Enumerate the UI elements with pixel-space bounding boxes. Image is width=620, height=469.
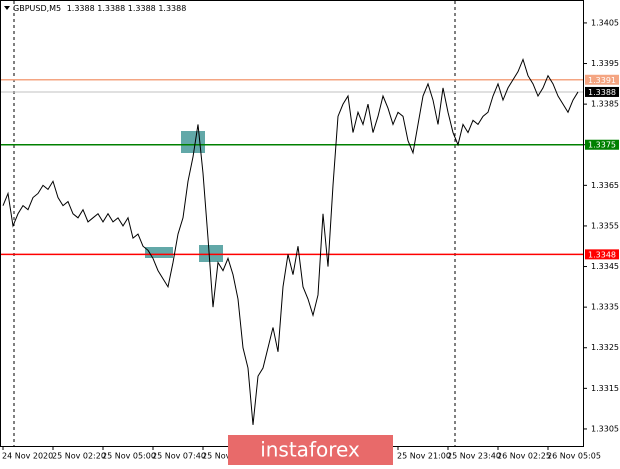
y-tick-label: 1.3385	[591, 100, 619, 109]
ohlc-value: 1.3388	[128, 4, 156, 13]
level-label-box	[585, 249, 619, 260]
y-tick-label: 1.3305	[591, 424, 619, 433]
x-tick-label: 25 Nov 05:00	[102, 452, 156, 461]
ohlc-value: 1.3388	[67, 4, 95, 13]
header-arrow	[4, 6, 10, 10]
y-tick-label: 1.3355	[591, 221, 619, 230]
level-label: 1.3391	[588, 76, 616, 85]
y-tick-label: 1.3365	[591, 181, 619, 190]
chart-header: GBPUSD,M5 1.3388 1.3388 1.3388 1.3388	[13, 4, 186, 13]
y-tick-label: 1.3315	[591, 384, 619, 393]
plot-frame	[0, 0, 584, 447]
x-tick-label: 25 Nov 21:00	[397, 452, 451, 461]
y-tick-label: 1.3345	[591, 262, 619, 271]
watermark: instaforex	[260, 438, 360, 462]
signal-box	[199, 245, 223, 262]
signal-box	[145, 247, 173, 258]
x-tick-label: 25 Nov 23:40	[447, 452, 501, 461]
x-tick-label: 25 Nov 02:20	[52, 452, 106, 461]
y-tick-label: 1.3405	[591, 18, 619, 27]
x-tick-label: 24 Nov 2020	[2, 452, 53, 461]
x-tick-label: 25 Nov 07:40	[152, 452, 206, 461]
y-tick-label: 1.3325	[591, 343, 619, 352]
level-label: 1.3388	[588, 88, 616, 97]
x-tick-label: 26 Nov 02:25	[497, 452, 551, 461]
level-label-box	[585, 139, 619, 150]
level-label: 1.3348	[588, 250, 616, 259]
signal-box	[181, 131, 205, 153]
y-tick-label: 1.3335	[591, 303, 619, 312]
level-label-box	[585, 74, 619, 85]
y-tick-label: 1.3395	[591, 59, 619, 68]
ohlc-value: 1.3388	[158, 4, 186, 13]
ohlc-value: 1.3388	[97, 4, 125, 13]
x-tick-label: 26 Nov 05:05	[547, 452, 601, 461]
level-label-box	[585, 86, 619, 97]
watermark-banner	[228, 435, 393, 465]
x-tick-label: 25 Nov	[202, 452, 231, 461]
price-line	[2, 57, 579, 425]
symbol: GBPUSD,M5	[13, 4, 61, 13]
level-label: 1.3375	[588, 141, 616, 150]
